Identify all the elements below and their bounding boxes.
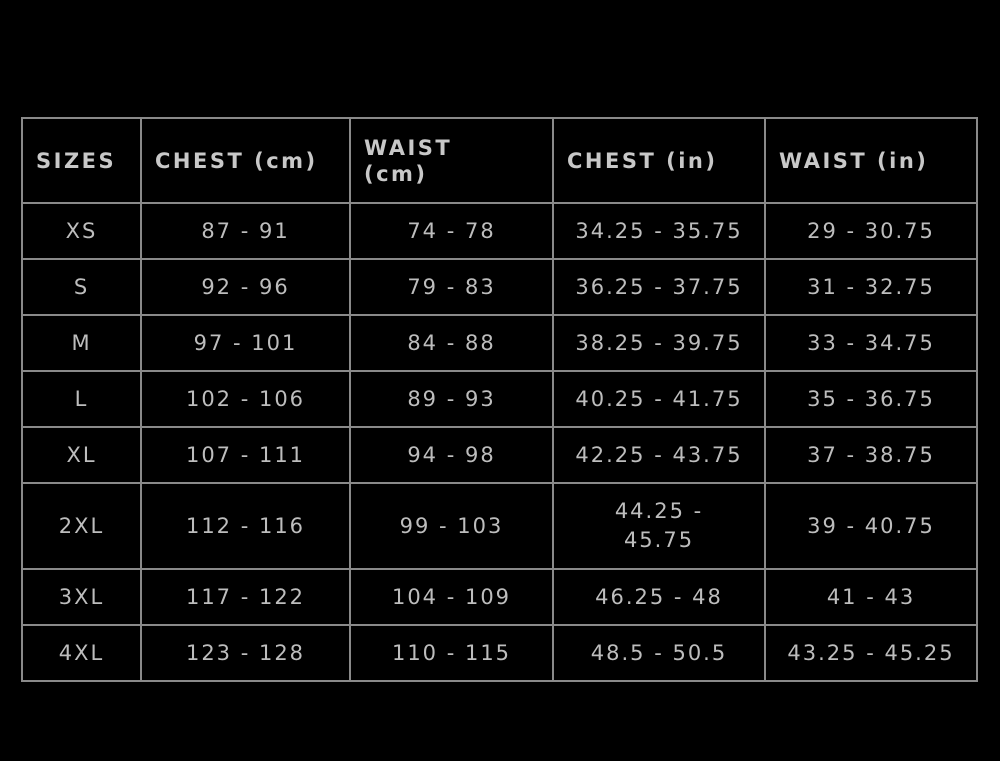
size-cell: L bbox=[21, 370, 142, 428]
table-row: M 97 - 101 84 - 88 38.25 - 39.75 33 - 34.75 bbox=[21, 314, 978, 372]
header-waist-in: WAIST (in) bbox=[764, 117, 978, 204]
measurement-cell: 99 - 103 bbox=[349, 482, 554, 570]
header-chest-in: CHEST (in) bbox=[552, 117, 766, 204]
size-cell: 2XL bbox=[21, 482, 142, 570]
size-cell: XS bbox=[21, 202, 142, 260]
measurement-cell: 84 - 88 bbox=[349, 314, 554, 372]
size-cell: M bbox=[21, 314, 142, 372]
measurement-cell: 104 - 109 bbox=[349, 568, 554, 626]
measurement-cell: 112 - 116 bbox=[140, 482, 351, 570]
measurement-cell: 79 - 83 bbox=[349, 258, 554, 316]
measurement-cell: 44.25 - 45.75 bbox=[552, 482, 766, 570]
header-row: SIZES CHEST (cm) WAIST (cm) CHEST (in) W… bbox=[21, 117, 978, 204]
measurement-cell: 102 - 106 bbox=[140, 370, 351, 428]
header-chest-cm: CHEST (cm) bbox=[140, 117, 351, 204]
measurement-cell: 33 - 34.75 bbox=[764, 314, 978, 372]
measurement-cell: 89 - 93 bbox=[349, 370, 554, 428]
measurement-cell: 42.25 - 43.75 bbox=[552, 426, 766, 484]
measurement-cell: 36.25 - 37.75 bbox=[552, 258, 766, 316]
table-row: S 92 - 96 79 - 83 36.25 - 37.75 31 - 32.75 bbox=[21, 258, 978, 316]
table-row: L 102 - 106 89 - 93 40.25 - 41.75 35 - 36.75 bbox=[21, 370, 978, 428]
measurement-cell: 43.25 - 45.25 bbox=[764, 624, 978, 682]
header-waist-cm: WAIST (cm) bbox=[349, 117, 554, 204]
measurement-cell: 117 - 122 bbox=[140, 568, 351, 626]
size-cell: XL bbox=[21, 426, 142, 484]
measurement-cell: 110 - 115 bbox=[349, 624, 554, 682]
table-row: 4XL 123 - 128 110 - 115 48.5 - 50.5 43.25 - … bbox=[21, 624, 978, 682]
measurement-cell: 123 - 128 bbox=[140, 624, 351, 682]
size-cell: 4XL bbox=[21, 624, 142, 682]
measurement-cell: 48.5 - 50.5 bbox=[552, 624, 766, 682]
measurement-cell: 97 - 101 bbox=[140, 314, 351, 372]
measurement-cell: 37 - 38.75 bbox=[764, 426, 978, 484]
measurement-cell: 94 - 98 bbox=[349, 426, 554, 484]
measurement-cell: 40.25 - 41.75 bbox=[552, 370, 766, 428]
measurement-cell: 34.25 - 35.75 bbox=[552, 202, 766, 260]
measurement-cell: 87 - 91 bbox=[140, 202, 351, 260]
measurement-cell: 38.25 - 39.75 bbox=[552, 314, 766, 372]
measurement-cell: 41 - 43 bbox=[764, 568, 978, 626]
size-cell: S bbox=[21, 258, 142, 316]
measurement-cell: 29 - 30.75 bbox=[764, 202, 978, 260]
header-sizes: SIZES bbox=[21, 117, 142, 204]
measurement-cell: 92 - 96 bbox=[140, 258, 351, 316]
measurement-cell: 107 - 111 bbox=[140, 426, 351, 484]
measurement-cell: 35 - 36.75 bbox=[764, 370, 978, 428]
measurement-cell: 46.25 - 48 bbox=[552, 568, 766, 626]
table-row: 3XL 117 - 122 104 - 109 46.25 - 48 41 - 43 bbox=[21, 568, 978, 626]
measurement-cell: 74 - 78 bbox=[349, 202, 554, 260]
table-row: XL 107 - 111 94 - 98 42.25 - 43.75 37 - 38.7… bbox=[21, 426, 978, 484]
measurement-cell: 39 - 40.75 bbox=[764, 482, 978, 570]
size-cell: 3XL bbox=[21, 568, 142, 626]
table-row: XS 87 - 91 74 - 78 34.25 - 35.75 29 - 30.75 bbox=[21, 202, 978, 260]
size-chart-table: SIZES CHEST (cm) WAIST (cm) CHEST (in) W… bbox=[21, 117, 978, 682]
measurement-cell: 31 - 32.75 bbox=[764, 258, 978, 316]
table-row: 2XL 112 - 116 99 - 103 44.25 - 45.75 39 - 40… bbox=[21, 482, 978, 570]
